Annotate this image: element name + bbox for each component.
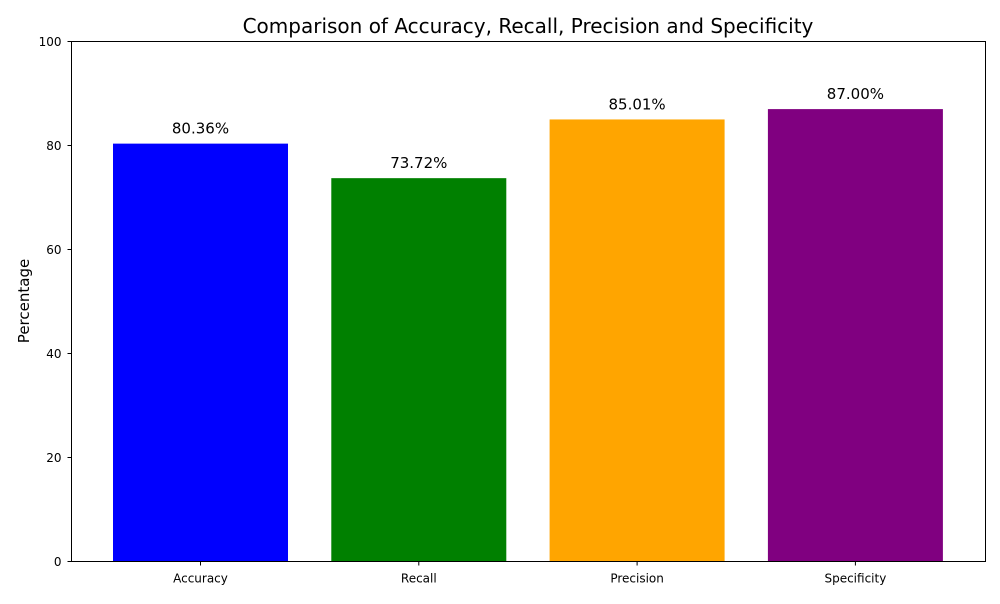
data-label-specificity: 87.00%	[827, 85, 884, 103]
y-tick-label-100: 100	[39, 35, 62, 49]
x-tick-label-recall: Recall	[401, 572, 437, 586]
y-tick-label-60: 60	[46, 243, 61, 257]
y-tick-label-80: 80	[46, 139, 61, 153]
bar-specificity	[767, 109, 943, 562]
y-tick-label-20: 20	[46, 451, 61, 465]
x-axis-ticks: Accuracy Recall Precision Specificity	[173, 561, 886, 586]
data-label-accuracy: 80.36%	[172, 120, 229, 138]
y-tick-label-0: 0	[54, 555, 62, 569]
y-tick-label-40: 40	[46, 347, 61, 361]
bar-recall	[331, 178, 507, 562]
bar-precision	[549, 119, 725, 562]
x-tick-label-precision: Precision	[610, 572, 664, 586]
data-label-precision: 85.01%	[608, 95, 665, 113]
data-labels-layer: 80.36% 73.72% 85.01% 87.00%	[172, 85, 884, 172]
bars-layer	[113, 109, 943, 562]
x-tick-label-specificity: Specificity	[824, 572, 886, 586]
plot-frame	[71, 41, 986, 562]
y-axis-ticks: 0 20 40 60 80 100	[39, 35, 72, 569]
bar-accuracy	[113, 143, 288, 562]
chart-title: Comparison of Accuracy, Recall, Precisio…	[243, 14, 814, 38]
x-tick-label-accuracy: Accuracy	[173, 572, 228, 586]
y-axis-label: Percentage	[15, 259, 33, 343]
data-label-recall: 73.72%	[390, 154, 447, 172]
